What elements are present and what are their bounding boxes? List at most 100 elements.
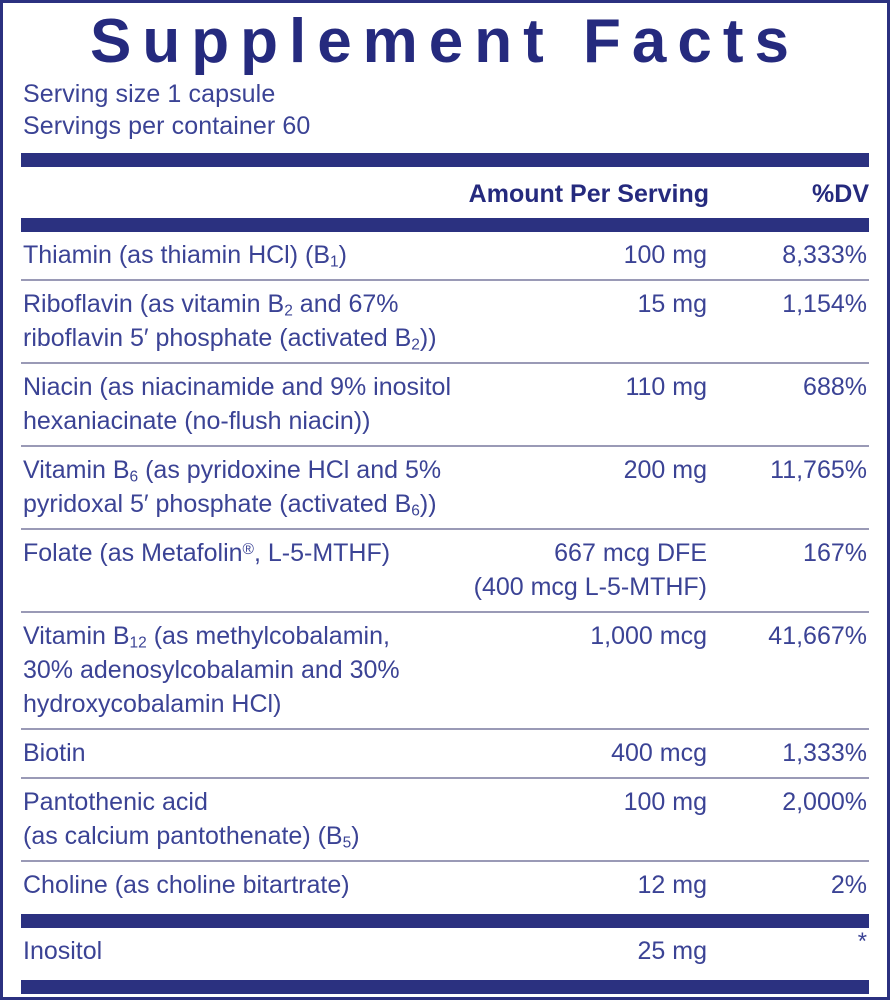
nutrient-name-line2: hexaniacinate (no-flush niacin)) [23,407,371,436]
nutrient-dv: 2% [830,871,867,900]
nutrient-name-text: Choline (as choline bitartrate) [23,871,350,900]
row-divider [21,611,869,614]
nutrient-dv: * [707,930,869,968]
serving-size: Serving size 1 capsule [23,80,276,109]
nutrient-amount: 1,000 mcg [457,619,707,653]
rule-thick-bottom [21,980,869,995]
amount-value: 100 mg [623,241,707,270]
nutrient-dv: 8,333% [782,241,867,270]
nutrient-name-text: Inositol [23,937,103,966]
nutrient-amount: 100 mg [457,238,707,272]
nutrient-name: Choline (as choline bitartrate) [21,868,457,902]
subscript: 12 [129,634,147,652]
table-row: Riboflavin (as vitamin B2 and 67% ribofl… [21,281,869,362]
nutrient-name-text: Vitamin B [23,622,130,651]
nutrient-name-line2: pyridoxal 5′ phosphate (activated B [23,490,412,519]
nutrient-amount: 110 mg [457,370,707,404]
subscript: 5 [342,834,352,852]
table-row: Biotin 400 mcg 1,333% [21,730,869,777]
rule-thick-top [21,153,869,168]
table-row: Vitamin B12 (as methylcobalamin, 30% ade… [21,613,869,728]
table-row: Niacin (as niacinamide and 9% inositol h… [21,364,869,445]
nutrient-name: Vitamin B6 (as pyridoxine HCl and 5% pyr… [21,453,457,521]
nutrient-amount: 400 mcg [457,736,707,770]
nutrient-name: Thiamin (as thiamin HCl) (B1) [21,238,457,272]
rule-thick-inositol-top [21,914,869,929]
row-divider [21,362,869,365]
nutrient-name: Folate (as Metafolin®, L-5-MTHF) [21,536,457,570]
amount-value: 110 mg [625,373,707,402]
nutrient-name: Biotin [21,736,457,770]
nutrient-name-text: Niacin (as niacinamide and 9% inositol [23,373,452,402]
row-divider [21,528,869,531]
table-row: Folate (as Metafolin®, L-5-MTHF) 667 mcg… [21,530,869,611]
amount-value: 400 mcg [611,739,707,768]
nutrient-name-text-tail: ) [338,241,347,270]
subscript: 2 [411,336,420,354]
nutrient-name-text: Biotin [23,739,86,768]
nutrient-name-line2: 30% adenosylcobalamin and 30% [23,656,400,685]
nutrient-amount: 200 mg [457,453,707,487]
table-header-row: Amount Per Serving %DV [21,167,869,213]
table-row: Thiamin (as thiamin HCl) (B1) 100 mg 8,3… [21,232,869,279]
nutrient-name-line2-tail: ) [351,822,360,851]
footnote: *Daily value (DV) not established [21,994,869,997]
amount-value: 667 mcg DFE [554,539,707,568]
nutrient-dv: 1,154% [782,290,867,319]
table-row: Choline (as choline bitartrate) 12 mg 2% [21,862,869,909]
nutrient-amount: 15 mg [457,287,707,321]
table-row: Pantothenic acid (as calcium pantothenat… [21,779,869,860]
nutrient-name-text: Vitamin B [23,456,130,485]
nutrient-amount: 100 mg [457,785,707,819]
servings-per-container: Servings per container 60 [23,112,311,141]
nutrient-name: Pantothenic acid (as calcium pantothenat… [21,785,457,853]
nutrient-dv: 11,765% [770,456,867,485]
subscript: 6 [129,468,139,486]
amount-value: 1,000 mcg [590,622,707,651]
nutrient-name-text: Folate (as Metafolin [23,539,243,568]
panel-inner: Supplement Facts Serving size 1 capsule … [3,3,887,997]
nutrient-name-text: Riboflavin (as vitamin B [23,290,285,319]
nutrient-name-line2-tail: )) [419,324,437,353]
nutrient-name-line2: (as calcium pantothenate) (B [23,822,343,851]
amount-value: 15 mg [637,290,707,319]
row-divider [21,445,869,448]
nutrient-name: Inositol [21,934,457,968]
table-row: Vitamin B6 (as pyridoxine HCl and 5% pyr… [21,447,869,528]
nutrient-name-text-tail: and 67% [292,290,399,319]
nutrient-name: Vitamin B12 (as methylcobalamin, 30% ade… [21,619,457,721]
amount-value: 100 mg [623,788,707,817]
row-divider [21,777,869,780]
rule-thick-header [21,218,869,233]
subscript: 6 [411,502,420,520]
nutrient-amount: 667 mcg DFE (400 mcg L-5-MTHF) [457,536,707,604]
amount-value: 25 mg [637,937,707,966]
nutrient-name-line2-tail: )) [419,490,437,519]
dv-asterisk: * [857,928,867,956]
nutrient-dv: 688% [803,373,867,402]
subscript: 1 [330,253,339,271]
nutrient-amount: 12 mg [457,868,707,902]
amount-value: 200 mg [623,456,707,485]
amount-value-secondary: (400 mcg L-5-MTHF) [473,573,707,602]
nutrient-name-text: Pantothenic acid [23,788,208,817]
nutrient-name-text-tail: , L-5-MTHF) [253,539,391,568]
column-header-dv: %DV [812,180,869,209]
column-header-amount: Amount Per Serving [468,180,709,209]
nutrient-name-text-tail: (as pyridoxine HCl and 5% [138,456,442,485]
row-divider [21,279,869,282]
nutrient-name-line3: hydroxycobalamin HCl) [23,690,282,719]
registered-mark-icon: ® [242,541,254,559]
nutrient-dv: 1,333% [782,739,867,768]
row-divider [21,860,869,863]
serving-info: Serving size 1 capsule Servings per cont… [21,76,869,148]
nutrient-name: Riboflavin (as vitamin B2 and 67% ribofl… [21,287,457,355]
table-row: Inositol 25 mg * [21,928,869,975]
subscript: 2 [284,302,293,320]
nutrient-name-line2: riboflavin 5′ phosphate (activated B [23,324,412,353]
row-divider [21,728,869,731]
nutrient-dv: 2,000% [782,788,867,817]
nutrient-amount: 25 mg [457,934,707,968]
page-title: Supplement Facts [90,7,800,76]
